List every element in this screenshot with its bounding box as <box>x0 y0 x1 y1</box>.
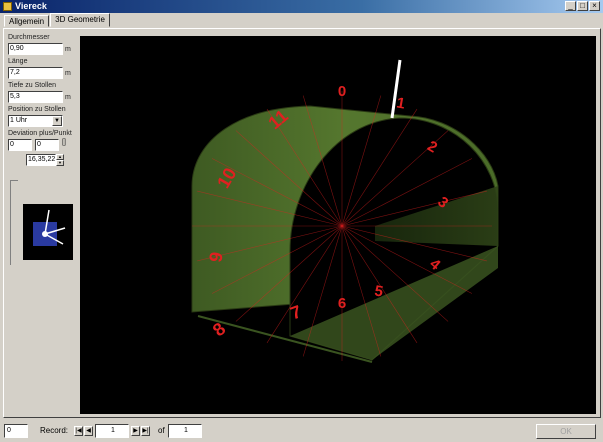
clock-ray <box>341 158 473 227</box>
orientation-widget[interactable] <box>23 204 73 260</box>
deviation-label: Deviation plus/Punkt <box>8 130 72 137</box>
laenge-input[interactable]: 7,2 <box>8 67 63 79</box>
tab-strip: Allgemein 3D Geometrie <box>4 13 111 28</box>
clock-ray <box>197 190 343 227</box>
laenge-unit: m <box>65 69 71 77</box>
clock-label-5: 5 <box>373 282 384 300</box>
app-icon <box>3 2 12 11</box>
tiefe-input[interactable]: 5,3 <box>8 91 63 103</box>
axis-origin <box>42 231 48 237</box>
geometry-form: Durchmesser 0,90 m Länge 7,2 m Tiefe zu … <box>8 34 78 169</box>
clock-ray <box>211 158 343 227</box>
tab-3d-geometrie[interactable]: 3D Geometrie <box>50 13 110 27</box>
clock-ray <box>266 225 343 344</box>
clock-ray <box>211 225 343 294</box>
clock-ray <box>197 225 343 262</box>
clock-label-6: 6 <box>338 295 346 312</box>
status-field: 0 <box>4 424 28 438</box>
window-controls: _ □ × <box>565 1 600 11</box>
clock-ray <box>235 130 343 227</box>
3d-viewport[interactable]: 0 1 2 3 4 5 6 7 8 9 10 11 <box>80 36 596 414</box>
tab-allgemein[interactable]: Allgemein <box>4 15 50 27</box>
clock-ray <box>341 95 382 227</box>
next-record-button[interactable]: ▶ <box>131 426 140 436</box>
clock-ray <box>341 225 418 344</box>
status-bar: 0 Record: |◀ ◀ 1 ▶ ▶| of 1 OK <box>0 420 603 442</box>
clock-label-0: 0 <box>338 83 346 100</box>
tunnel-base-edge <box>197 315 373 363</box>
clock-label-8: 8 <box>209 319 230 341</box>
axis-y <box>44 233 64 245</box>
durchmesser-unit: m <box>65 45 71 53</box>
axis-x <box>44 227 66 235</box>
clock-ray <box>302 225 343 357</box>
position-select[interactable]: 1 Uhr ▼ <box>8 115 63 127</box>
of-label: of <box>158 426 165 435</box>
close-button[interactable]: × <box>589 1 600 11</box>
tiefe-unit: m <box>65 93 71 101</box>
angle-spinner-input[interactable]: 16,35,22 <box>26 154 56 166</box>
deviation-a-input[interactable]: 0 <box>8 139 32 151</box>
clock-ray <box>341 130 449 227</box>
axis-z <box>44 209 50 235</box>
group-bracket <box>10 180 18 265</box>
first-record-button[interactable]: |◀ <box>74 426 83 436</box>
spin-up-icon[interactable]: ▲ <box>56 154 64 160</box>
tiefe-label: Tiefe zu Stollen <box>8 82 56 89</box>
clock-label-9: 9 <box>205 250 226 263</box>
clock-ray <box>266 108 343 227</box>
clock-ray <box>235 225 343 322</box>
record-input[interactable]: 1 <box>95 424 129 438</box>
window-title: Viereck <box>15 1 47 11</box>
clock-ray <box>341 225 487 262</box>
clock-ray <box>341 225 473 294</box>
position-label: Position zu Stollen <box>8 106 66 113</box>
durchmesser-label: Durchmesser <box>8 34 50 41</box>
clock-rays <box>192 91 492 361</box>
clock-label-1: 1 <box>395 94 406 112</box>
tunnel-inner-wall <box>375 186 498 246</box>
position-select-value: 1 Uhr <box>10 117 28 124</box>
deviation-unit: [] <box>62 139 66 146</box>
maximize-button[interactable]: □ <box>577 1 588 11</box>
clock-ray <box>341 190 487 227</box>
title-bar: Viereck _ □ × <box>0 0 603 13</box>
ok-button[interactable]: OK <box>536 424 596 439</box>
record-label: Record: <box>40 426 69 435</box>
clock-ray <box>341 225 382 357</box>
durchmesser-input[interactable]: 0,90 <box>8 43 63 55</box>
prev-record-button[interactable]: ◀ <box>84 426 93 436</box>
minimize-button[interactable]: _ <box>565 1 576 11</box>
laenge-label: Länge <box>8 58 28 65</box>
tab-panel <box>3 28 601 418</box>
clock-ray <box>341 108 418 227</box>
record-count: 1 <box>168 424 202 438</box>
clock-ray <box>341 225 449 322</box>
clock-ray <box>302 95 343 227</box>
position-marker <box>390 59 402 119</box>
spin-down-icon[interactable]: ▼ <box>56 160 64 166</box>
deviation-b-input[interactable]: 0 <box>35 139 59 151</box>
last-record-button[interactable]: ▶| <box>141 426 150 436</box>
chevron-down-icon[interactable]: ▼ <box>52 116 62 126</box>
angle-spinner: 16,35,22 ▲ ▼ <box>26 154 78 166</box>
